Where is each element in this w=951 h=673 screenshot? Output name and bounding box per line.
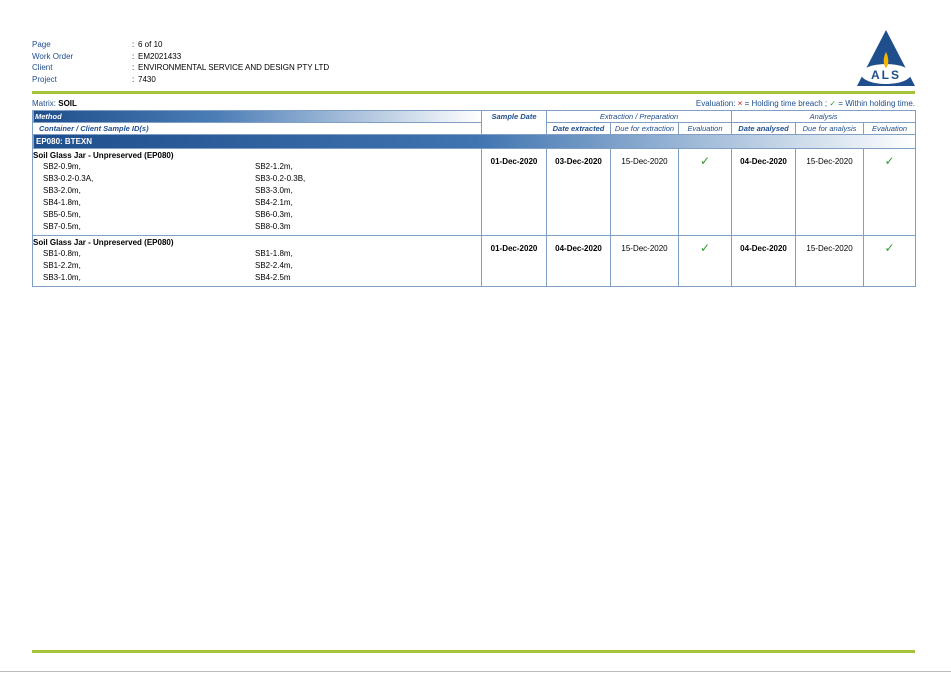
- sample-id: SB3-1.0m,: [43, 273, 81, 282]
- sample-id: SB5-0.5m,: [43, 210, 81, 219]
- sample-id: SB7-0.5m,: [43, 222, 81, 231]
- date-extracted: 03-Dec-2020: [546, 148, 611, 236]
- sample-date: 01-Dec-2020: [481, 148, 547, 236]
- sample-id: SB1-0.8m,: [43, 249, 81, 258]
- evaluation-extraction: ✓: [677, 148, 733, 236]
- within-text: = Within holding time.: [838, 99, 915, 108]
- rule: [32, 91, 915, 94]
- sample-id: SB4-2.5m: [255, 273, 291, 282]
- sample-id: SB1-1.8m,: [255, 249, 293, 258]
- logo-text: ALS: [871, 68, 901, 82]
- within-symbol: ✓: [829, 99, 837, 108]
- date-analysed: 04-Dec-2020: [731, 235, 797, 287]
- breach-text: = Holding time breach ;: [744, 99, 828, 108]
- header: Container / Client Sample ID(s): [32, 122, 482, 135]
- container: Soil Glass Jar - Unpreserved (EP080): [33, 151, 174, 160]
- separator: :: [132, 40, 135, 49]
- sample-id: SB2-2.4m,: [255, 261, 293, 270]
- sample-id: SB4-2.1m,: [255, 198, 293, 207]
- separator: :: [132, 51, 135, 61]
- footer-rule: [32, 650, 915, 653]
- date-analysed: 04-Dec-2020: [731, 148, 797, 236]
- breach-symbol: ×: [737, 99, 743, 108]
- matrix-value: SOIL: [58, 99, 77, 108]
- due-extraction: 15-Dec-2020: [610, 235, 679, 287]
- sample-id: SB3-0.2-0.3B,: [255, 174, 306, 183]
- evaluation-analysis: ✓: [863, 148, 917, 236]
- sample-id: SB6-0.3m,: [255, 210, 293, 219]
- samples: SB1-0.8m, SB1-1.8m, SB1-2.2m, SB2-2.4m, SB3-…: [33, 248, 481, 284]
- header: Date extracted: [546, 122, 611, 135]
- separator: :: [132, 75, 135, 85]
- evaluation-extraction: ✓: [677, 235, 733, 287]
- container-cell: Soil Glass Jar - Unpreserved (EP080) SB2-…: [32, 148, 482, 236]
- legend: Evaluation: × = Holding time breach ; ✓ …: [696, 99, 915, 108]
- sample-id: SB1-2.2m,: [43, 261, 81, 270]
- sample-id: SB3-3.0m,: [255, 186, 293, 195]
- header: Due for extraction: [610, 122, 679, 135]
- field-label: Project: [32, 75, 57, 85]
- sample-date: 01-Dec-2020: [481, 235, 547, 287]
- sample-id: SB4-1.8m,: [43, 198, 81, 207]
- page-edge: [0, 671, 951, 672]
- header: Extraction / Preparation: [545, 110, 733, 123]
- matrix: Matrix: SOIL: [32, 99, 77, 108]
- header: Evaluation: [677, 122, 733, 135]
- field-value: ENVIRONMENTAL SERVICE AND DESIGN PTY LTD: [138, 63, 330, 73]
- matrix-label: Matrix:: [32, 99, 56, 108]
- sample-id: SB2-1.2m,: [255, 162, 293, 171]
- due-analysis: 15-Dec-2020: [795, 235, 865, 287]
- holding-table: Method Sample Date Extraction / Preparatio…: [31, 110, 917, 287]
- header: Analysis: [731, 110, 917, 123]
- container-header: Container / Client Sample ID(s): [39, 124, 149, 133]
- section: EP080: BTEXN: [31, 134, 917, 149]
- sample-id: SB8-0.3m: [255, 222, 291, 231]
- separator: :: [132, 63, 135, 73]
- field-value: 6 of 10: [138, 40, 163, 49]
- due-analysis: 15-Dec-2020: [795, 148, 865, 236]
- sample-id: SB3-2.0m,: [43, 186, 81, 195]
- evaluation-analysis: ✓: [863, 235, 917, 287]
- header: Evaluation: [863, 122, 917, 135]
- sample-id: SB2-0.9m,: [43, 162, 81, 171]
- date-extracted: 04-Dec-2020: [546, 235, 611, 287]
- container: Soil Glass Jar - Unpreserved (EP080): [33, 238, 174, 247]
- field-label: Work Order: [32, 51, 74, 61]
- sample-id: SB3-0.2-0.3A,: [43, 174, 94, 183]
- legend-label: Evaluation:: [695, 99, 736, 108]
- field-value: EM2021433: [138, 51, 182, 61]
- field-value: 7430: [138, 75, 156, 85]
- logo: ALS: [857, 30, 915, 86]
- field-label: Client: [32, 63, 53, 73]
- group-row: Soil Glass Jar - Unpreserved (EP080) SB2-…: [32, 148, 917, 236]
- field-label: Page: [32, 40, 51, 49]
- method-header: Method: [32, 110, 482, 123]
- header: Date analysed: [731, 122, 797, 135]
- samples: SB2-0.9m, SB2-1.2m, SB3-0.2-0.3A, SB3-0.2-0…: [33, 161, 481, 233]
- container-cell: Soil Glass Jar - Unpreserved (EP080) SB1-…: [32, 235, 482, 287]
- header: Sample Date: [481, 110, 547, 135]
- due-extraction: 15-Dec-2020: [610, 148, 679, 236]
- group-row: Soil Glass Jar - Unpreserved (EP080) SB1-…: [32, 235, 917, 287]
- header: Due for analysis: [795, 122, 865, 135]
